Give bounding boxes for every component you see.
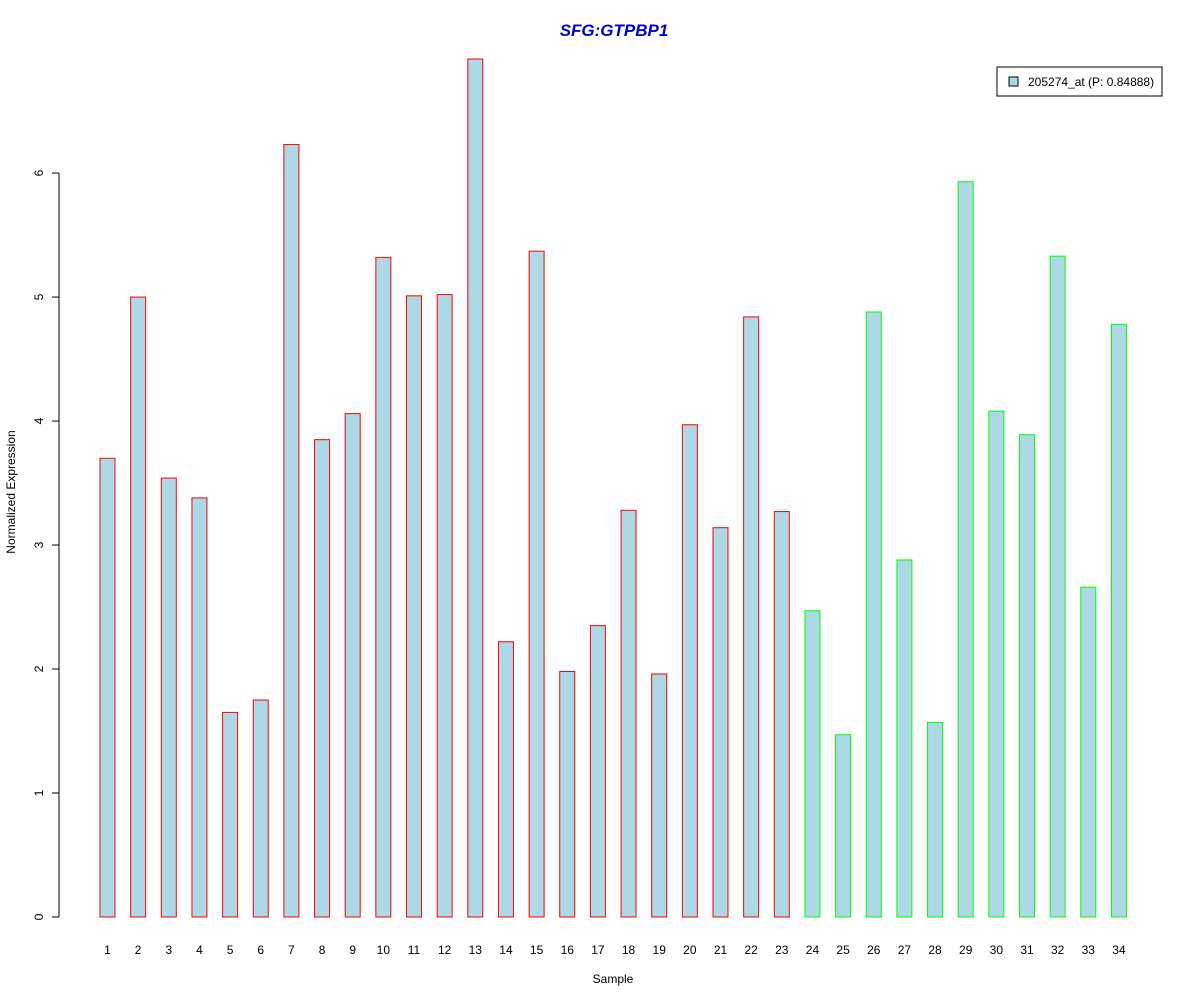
x-tick-label: 6 [257,943,264,957]
bar-sample-8 [314,439,331,918]
bar-sample-25 [835,734,852,918]
bar-sample-14 [497,641,514,918]
x-tick-label: 3 [165,943,172,957]
x-tick-label: 9 [349,943,356,957]
bar-sample-33 [1080,586,1097,918]
bar-sample-5 [222,711,239,918]
x-tick-label: 7 [288,943,295,957]
bar-sample-19 [651,673,668,918]
bar-sample-34 [1110,323,1127,918]
y-tick-label: 4 [32,417,46,424]
x-tick-label: 34 [1112,943,1126,957]
x-tick-label: 18 [622,943,636,957]
y-tick-label: 5 [32,293,46,300]
x-tick-label: 1 [104,943,111,957]
x-tick-label: 2 [135,943,142,957]
x-tick-label: 10 [377,943,391,957]
bar-sample-4 [191,497,208,918]
y-axis-label: Normalized Expression [4,430,18,553]
x-axis-label: Sample [593,972,634,986]
bar-sample-1 [99,457,116,918]
x-tick-label: 27 [898,943,912,957]
x-tick-label: 28 [928,943,942,957]
x-tick-label: 5 [227,943,234,957]
bars [99,58,1127,918]
x-tick-label: 14 [499,943,513,957]
y-tick-label: 0 [32,913,46,920]
y-ticks: 0 1 2 3 4 5 6 [32,169,59,920]
x-tick-label: 12 [438,943,452,957]
x-tick-label: 11 [408,943,421,957]
bar-sample-24 [804,610,821,918]
bar-sample-3 [160,477,177,918]
bar-sample-26 [865,311,882,918]
bar-sample-15 [528,250,545,918]
bar-sample-28 [927,721,944,918]
bar-sample-23 [773,511,790,918]
bar-sample-31 [1019,434,1035,918]
bar-sample-11 [406,295,422,918]
legend-swatch [1008,76,1019,87]
bar-sample-10 [375,256,392,918]
x-tick-label: 20 [683,943,697,957]
x-tick-label: 25 [836,943,850,957]
x-tick-label: 23 [775,943,789,957]
x-tick-label: 17 [591,943,605,957]
y-tick-label: 6 [32,169,46,176]
x-tick-label: 16 [561,943,575,957]
x-tick-label: 29 [959,943,973,957]
bar-sample-20 [681,424,698,918]
legend-label: 205274_at (P: 0.84888) [1028,75,1154,89]
bar-sample-16 [559,671,576,918]
legend: 205274_at (P: 0.84888) [996,66,1163,97]
x-tick-label: 15 [530,943,544,957]
x-tick-label: 19 [653,943,667,957]
x-tick-label: 30 [990,943,1004,957]
y-tick-label: 3 [32,541,46,548]
y-tick-label: 2 [32,665,46,672]
x-tick-label: 26 [867,943,881,957]
bar-sample-29 [957,181,974,918]
x-tick-label: 4 [196,943,203,957]
bar-sample-32 [1049,255,1066,918]
x-tick-label: 21 [714,943,728,957]
bar-sample-18 [620,509,637,918]
x-tick-labels: 1 2 3 4 5 6 7 8 9 10 11 12 13 14 15 16 17 18 19 20 21 22 23 24 2… [104,943,1126,957]
bar-sample-27 [896,559,913,918]
bar-sample-21 [712,527,729,918]
bar-sample-13 [467,58,484,918]
bar-sample-9 [344,413,361,918]
y-tick-label: 1 [32,789,46,796]
bar-sample-6 [252,699,269,918]
x-tick-label: 33 [1082,943,1096,957]
bar-sample-17 [589,625,606,918]
chart-title: SFG:GTPBP1 [560,21,669,40]
x-tick-label: 13 [469,943,483,957]
bar-sample-12 [436,294,453,918]
x-tick-label: 31 [1020,943,1034,957]
bar-sample-2 [130,296,147,918]
bar-sample-22 [743,316,760,918]
x-tick-label: 24 [806,943,820,957]
x-tick-label: 8 [319,943,326,957]
x-tick-label: 32 [1051,943,1065,957]
bar-sample-30 [988,410,1005,918]
x-tick-label: 22 [744,943,758,957]
bar-sample-7 [283,144,300,918]
legend-box [996,66,1163,97]
